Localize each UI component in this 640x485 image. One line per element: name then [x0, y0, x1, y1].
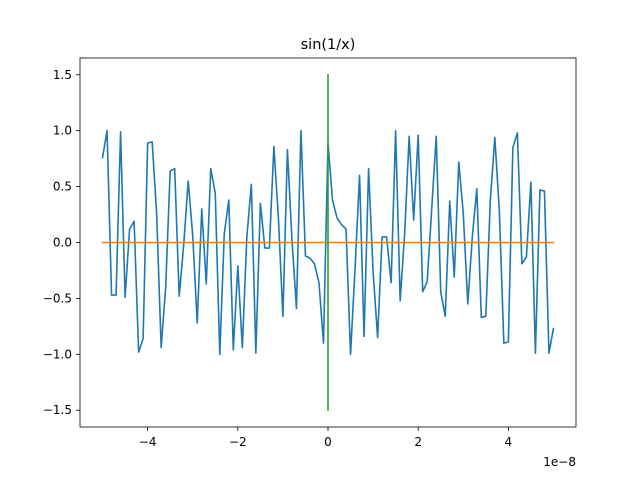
y-tick-label-2: −0.5 — [43, 291, 72, 305]
y-tick-label-3: 0.0 — [53, 236, 72, 250]
chart-title: sin(1/x) — [301, 37, 356, 53]
x-axis: −4 −2 0 2 4 — [139, 427, 512, 449]
y-tick-label-1: −1.0 — [43, 347, 72, 361]
y-axis: −1.5 −1.0 −0.5 0.0 0.5 1.0 1.5 — [43, 68, 80, 417]
series-layer — [101, 73, 555, 412]
y-tick-label-5: 1.0 — [53, 124, 72, 138]
x-tick-label-1: −2 — [229, 435, 247, 449]
y-tick-label-0: −1.5 — [43, 403, 72, 417]
y-tick-label-6: 1.5 — [53, 68, 72, 82]
x-tick-label-4: 4 — [505, 435, 513, 449]
x-tick-label-3: 2 — [414, 435, 422, 449]
x-tick-label-0: −4 — [139, 435, 157, 449]
x-tick-label-2: 0 — [324, 435, 332, 449]
x-axis-offset-label: 1e−8 — [543, 455, 576, 469]
y-tick-label-4: 0.5 — [53, 180, 72, 194]
